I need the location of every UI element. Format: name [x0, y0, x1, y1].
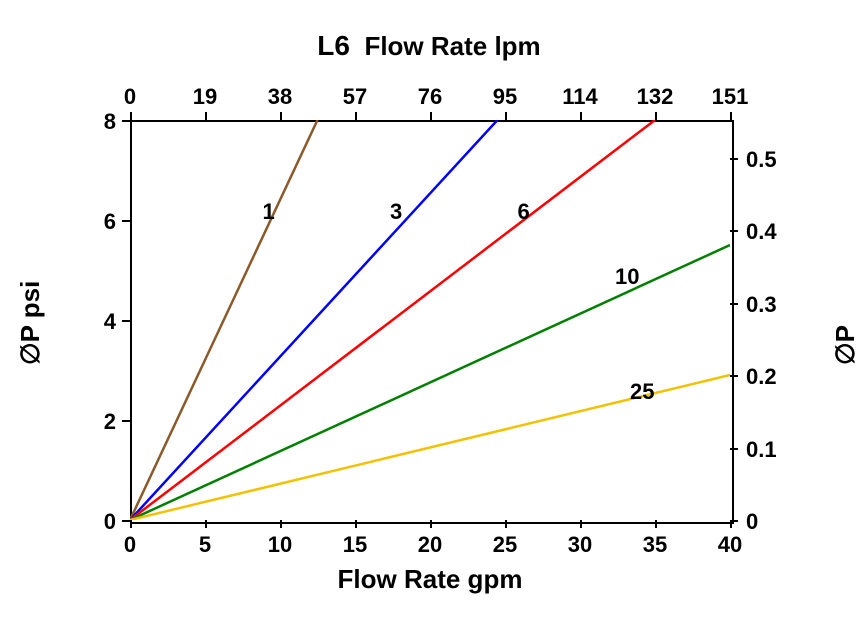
series-label-25: 25 [630, 379, 654, 405]
series-label-1: 1 [263, 199, 275, 225]
series-label-6: 6 [518, 199, 530, 225]
series-line-1 [130, 120, 318, 520]
series-line-3 [130, 120, 498, 520]
series-line-6 [130, 120, 655, 520]
series-label-3: 3 [390, 199, 402, 225]
series-svg [0, 0, 858, 640]
chart-container: L6 Flow Rate lpm ∅P psi ∅P bar Flow Rate… [0, 0, 858, 640]
series-label-10: 10 [615, 264, 639, 290]
